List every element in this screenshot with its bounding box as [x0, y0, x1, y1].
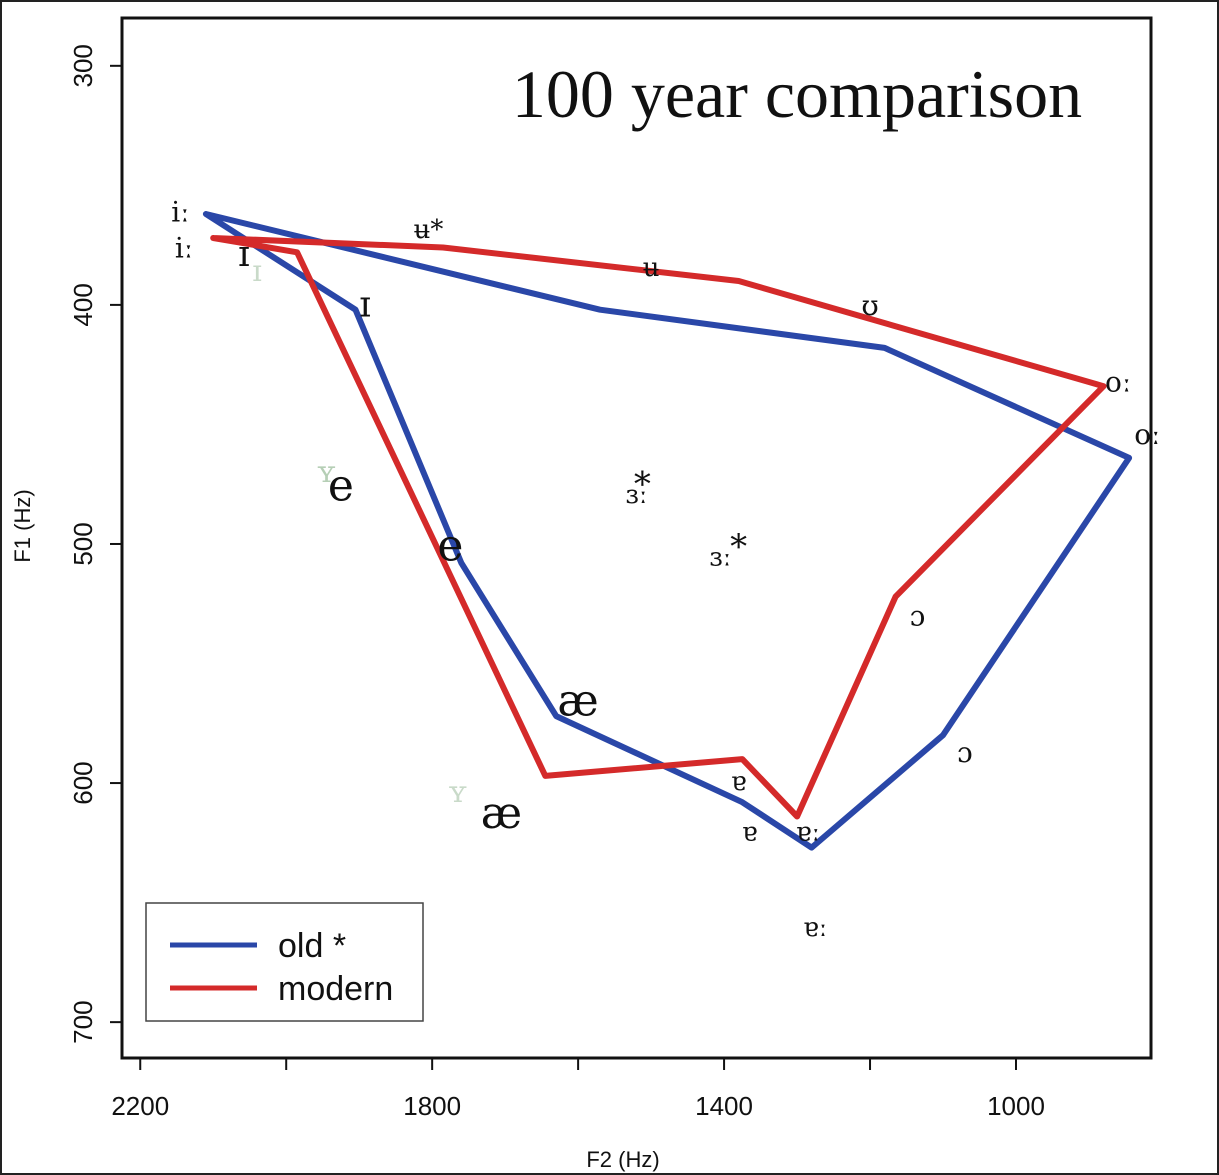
- y-tick-label: 400: [68, 283, 98, 326]
- vowel-label: ʉ*: [414, 215, 444, 245]
- legend-label-modern: modern: [278, 970, 393, 1008]
- vowel-label: ɪ: [359, 284, 371, 325]
- vowel-label: æ: [481, 788, 522, 839]
- faint-mark: ɪ: [252, 254, 262, 289]
- vowel-label: oː: [1105, 365, 1131, 398]
- vowel-label: ɔ: [957, 736, 973, 769]
- vowel-label: ɜː: [709, 542, 731, 572]
- series-line-old: [202, 211, 1133, 851]
- x-tick-label: 1800: [403, 1091, 461, 1121]
- faint-mark: ʏ: [448, 775, 468, 810]
- chart-title: 100 year comparison: [512, 56, 1082, 132]
- series-lines: [202, 211, 1133, 851]
- vowel-label: *: [730, 527, 747, 567]
- y-tick-label: 500: [68, 522, 98, 565]
- y-tick-label: 300: [68, 44, 98, 87]
- plot-area: [120, 16, 1153, 1060]
- legend-box: [145, 902, 424, 1022]
- vowel-label: ʉ: [643, 253, 660, 283]
- y-tick-label: 600: [68, 761, 98, 804]
- series-line-modern: [210, 235, 1107, 820]
- legend: old * modern: [145, 902, 424, 1022]
- vowel-label: ɔ: [910, 600, 926, 633]
- legend-label-old: old *: [278, 927, 346, 965]
- x-tick-label: 2200: [111, 1091, 169, 1121]
- faint-marks: ɪ ʏ ʏ: [252, 254, 467, 810]
- x-axis-label: F2 (Hz): [586, 1147, 659, 1172]
- vowel-label: iː: [175, 231, 193, 264]
- vowel-label: e: [328, 460, 354, 511]
- vowel-label: ɜː: [626, 480, 648, 510]
- x-tick-label: 1400: [695, 1091, 753, 1121]
- vowel-label: *: [634, 465, 651, 505]
- x-tick-label: 1000: [987, 1091, 1045, 1121]
- vowel-label: ɪ: [238, 234, 250, 275]
- y-axis-label: F1 (Hz): [10, 489, 35, 562]
- vowel-label: ʊ: [861, 289, 878, 322]
- vowel-label: ɐ: [742, 817, 758, 847]
- vowel-label: iː: [171, 196, 189, 229]
- faint-mark: ʏ: [317, 455, 337, 490]
- axis-ticks: 2200 1800 1400 1000 300 400 500 600 700: [68, 44, 1045, 1121]
- vowel-label: e: [437, 520, 463, 571]
- vowel-label: oː: [1134, 418, 1160, 451]
- vowel-label: ɐ: [731, 767, 747, 797]
- y-tick-label: 700: [68, 1000, 98, 1043]
- vowel-label: æ: [557, 676, 598, 727]
- vowel-label: ɐː: [796, 817, 820, 847]
- vowel-label: ɐː: [803, 913, 827, 943]
